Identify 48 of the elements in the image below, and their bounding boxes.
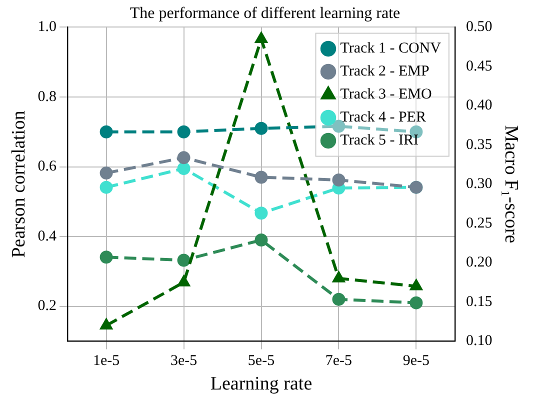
x-axis-title: Learning rate — [210, 374, 312, 395]
x-tick-label: 7e-5 — [325, 353, 352, 370]
point — [332, 292, 346, 306]
point — [100, 180, 113, 194]
point — [100, 319, 112, 330]
y2-tick-label: 0.25 — [466, 215, 492, 232]
y2-axis-title: Macro F₁-score — [500, 125, 522, 244]
x-tick-label: 1e-5 — [92, 353, 120, 370]
point — [100, 166, 113, 180]
point — [254, 234, 268, 247]
point — [178, 276, 190, 286]
y2-tick-label: 0.10 — [466, 333, 492, 350]
y2-tick-label: 0.40 — [466, 98, 492, 114]
point — [177, 162, 190, 175]
legend-label: Track 1 - CONV — [340, 40, 442, 57]
y-axis-title: Pearson correlation — [8, 110, 30, 258]
point — [332, 174, 346, 187]
y-tick-label: 0.6 — [38, 158, 58, 175]
point — [332, 272, 345, 282]
y2-tick-label: 0.30 — [466, 176, 492, 192]
point — [177, 125, 190, 138]
x-tick-label: 5e-5 — [248, 353, 275, 370]
point — [254, 206, 268, 220]
legend-label: Track 2 - EMP — [340, 64, 430, 80]
point — [254, 122, 268, 135]
point — [410, 296, 423, 310]
legend-label: Track 5 - IRI — [340, 132, 418, 149]
y2-tick-label: 0.50 — [466, 19, 492, 36]
y-tick-label: 0.4 — [38, 228, 58, 244]
y-tick-label: 0.2 — [38, 298, 57, 314]
y-tick-label: 0.8 — [38, 88, 57, 105]
point — [254, 170, 268, 184]
point — [255, 32, 268, 43]
point — [410, 280, 422, 290]
point — [100, 125, 113, 138]
legend-label: Track 4 - PER — [340, 110, 426, 126]
legend-label: Track 3 - EMO — [340, 86, 432, 103]
point — [100, 250, 113, 264]
y2-tick-label: 0.15 — [466, 294, 492, 310]
x-tick-label: 3e-5 — [170, 353, 198, 370]
x-tick-label: 9e-5 — [402, 353, 430, 370]
y2-tick-label: 0.20 — [466, 254, 492, 271]
y2-tick-label: 0.35 — [466, 136, 492, 153]
y2-tick-label: 0.45 — [466, 58, 492, 74]
chart-title: The performance of different learning rate — [130, 4, 400, 22]
point — [177, 151, 190, 164]
y-tick-label: 1.0 — [38, 19, 57, 36]
point — [177, 254, 190, 267]
